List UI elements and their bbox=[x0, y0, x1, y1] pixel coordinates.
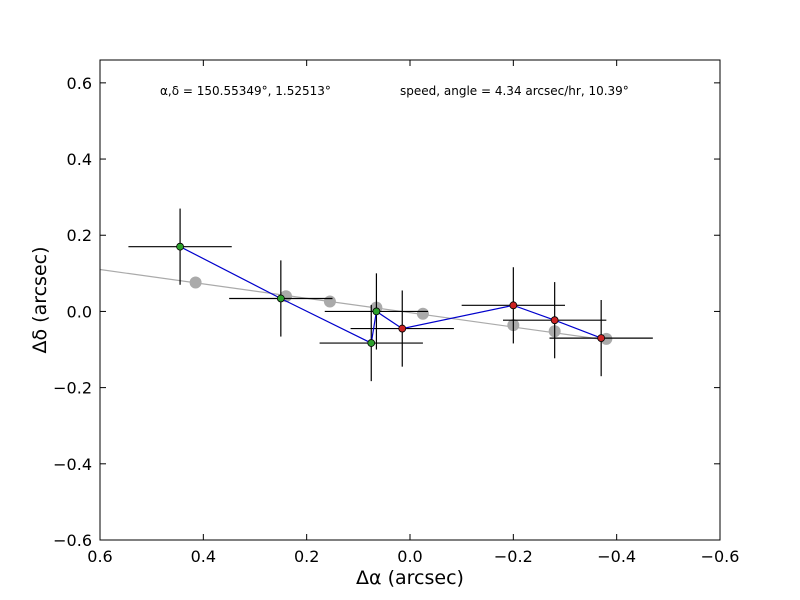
y-tick-label: 0.0 bbox=[67, 302, 92, 321]
observation-path-line bbox=[179, 246, 602, 344]
observation-point bbox=[276, 294, 285, 303]
fit-line-group bbox=[99, 268, 607, 341]
x-tick-label: 0.4 bbox=[191, 547, 216, 566]
y-tick-label: 0.4 bbox=[67, 150, 92, 169]
observation-point bbox=[550, 316, 559, 325]
fit-line bbox=[99, 268, 607, 341]
predicted-point bbox=[323, 295, 336, 308]
observation-point bbox=[176, 242, 184, 251]
y-tick-label: 0.2 bbox=[67, 226, 92, 245]
annotation-speed-angle: speed, angle = 4.34 arcsec/hr, 10.39° bbox=[400, 84, 629, 98]
y-tick-label: 0.6 bbox=[67, 74, 92, 93]
error-bars-group bbox=[128, 208, 653, 382]
x-axis-label: Δα (arcsec) bbox=[356, 567, 464, 589]
predicted-point bbox=[416, 307, 429, 320]
observation-point bbox=[367, 339, 376, 347]
predicted-point bbox=[189, 276, 202, 289]
y-tick-label: −0.6 bbox=[53, 531, 92, 550]
x-tick-label: −0.4 bbox=[597, 547, 636, 566]
ticks-group: 0.6 0.4 0.2 0.0 −0.2 −0.4 −0.60.60.40.20.0−0.2… bbox=[53, 60, 739, 566]
x-tick-label: −0.2 bbox=[494, 547, 533, 566]
y-tick-label: −0.2 bbox=[53, 379, 92, 398]
annotation-coordinates: α,δ = 150.55349°, 1.52513° bbox=[160, 84, 331, 98]
observation-point bbox=[398, 324, 407, 333]
y-axis-label: Δδ (arcsec) bbox=[29, 246, 51, 353]
y-tick-label: −0.4 bbox=[53, 455, 92, 474]
observation-point bbox=[597, 334, 606, 342]
x-tick-label: −0.6 bbox=[701, 547, 740, 566]
x-tick-label: 0.0 bbox=[397, 547, 422, 566]
predicted-points-group bbox=[189, 276, 613, 345]
observation-point bbox=[509, 301, 518, 310]
observation-point bbox=[372, 307, 381, 316]
observation-points-group bbox=[176, 242, 606, 347]
x-tick-label: 0.2 bbox=[294, 547, 319, 566]
plot-frame bbox=[99, 59, 721, 541]
x-tick-label: 0.6 bbox=[87, 547, 112, 566]
path-group bbox=[179, 246, 602, 344]
